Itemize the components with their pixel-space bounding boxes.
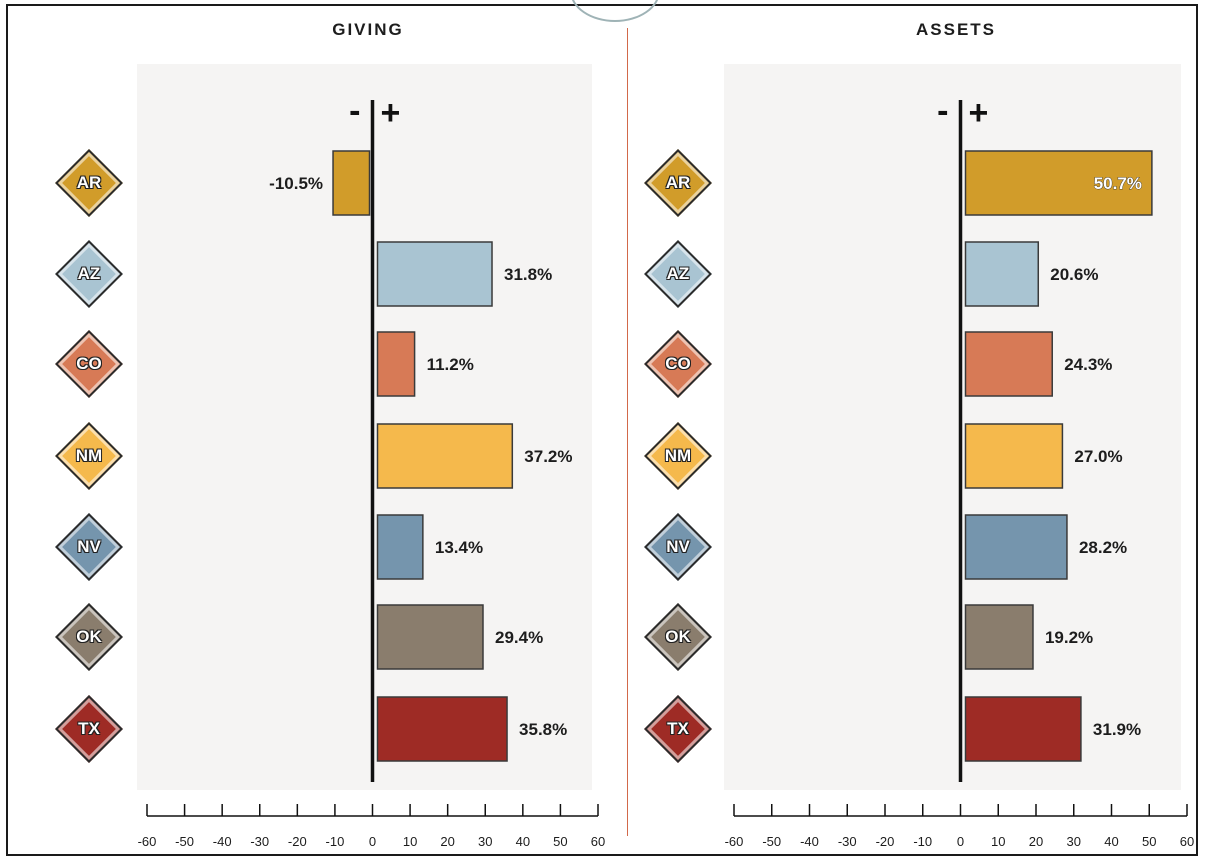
giving-value-label-tx: 35.8% [519,720,567,739]
giving-tick-label--10: -10 [326,834,345,849]
panel-divider [627,28,628,836]
assets-tick-label--40: -40 [800,834,819,849]
assets-badge-label-ok: OK [665,627,691,646]
assets-badge-label-tx: TX [667,719,689,738]
giving-bar-nv [376,514,424,580]
giving-plus-sign: + [381,94,401,132]
assets-plus-sign: + [969,94,989,132]
giving-bar-tx [376,696,508,762]
assets-tick-label--30: -30 [838,834,857,849]
assets-tick-label-10: 10 [991,834,1005,849]
assets-tick-label-0: 0 [957,834,964,849]
assets-value-label-nm: 27.0% [1074,447,1122,466]
assets-tick-label-60: 60 [1180,834,1194,849]
assets-tick-label--10: -10 [913,834,932,849]
assets-badge-label-az: AZ [666,264,690,283]
assets-bar-ar [964,150,1153,216]
giving-value-label-co: 11.2% [427,355,474,374]
assets-tick-label-40: 40 [1104,834,1118,849]
giving-tick-label-20: 20 [440,834,454,849]
giving-tick-label-50: 50 [553,834,567,849]
assets-value-label-co: 24.3% [1064,355,1112,374]
giving-tick-label--50: -50 [175,834,194,849]
giving-bar-ar [332,150,371,216]
giving-tick-label-40: 40 [516,834,530,849]
assets-tick-label-20: 20 [1029,834,1043,849]
assets-badge-label-nv: NV [666,537,690,556]
giving-value-label-ok: 29.4% [495,628,543,647]
assets-bar-nv [964,514,1068,580]
giving-title: GIVING [332,20,404,39]
assets-value-label-ar: 50.7% [1094,174,1142,193]
giving-badge-label-az: AZ [77,264,101,283]
giving-tick-label-30: 30 [478,834,492,849]
assets-title: ASSETS [915,20,997,39]
giving-tick-label-60: 60 [591,834,605,849]
assets-tick-label--20: -20 [876,834,895,849]
giving-value-label-nm: 37.2% [524,447,572,466]
giving-bar-ok [376,604,484,670]
giving-badge-label-ok: OK [76,627,102,646]
giving-minus-sign: - [349,92,360,130]
assets-tick-label--60: -60 [725,834,744,849]
assets-badge-label-co: CO [665,354,691,373]
assets-bar-az [964,241,1040,307]
assets-value-label-az: 20.6% [1050,265,1098,284]
assets-badge-label-nm: NM [664,446,692,465]
giving-badge-label-nm: NM [75,446,103,465]
assets-bar-nm [964,423,1064,489]
assets-bar-tx [964,696,1082,762]
assets-value-label-ok: 19.2% [1045,628,1093,647]
assets-value-label-tx: 31.9% [1093,720,1141,739]
giving-tick-label--40: -40 [213,834,232,849]
giving-badge-label-co: CO [76,354,102,373]
giving-tick-label--30: -30 [250,834,269,849]
giving-tick-label-10: 10 [403,834,417,849]
assets-bar-co [964,331,1053,397]
giving-tick-label-0: 0 [369,834,376,849]
giving-tick-label--60: -60 [138,834,157,849]
assets-tick-label-50: 50 [1142,834,1156,849]
giving-bar-az [376,241,493,307]
giving-value-label-ar: -10.5% [269,174,323,193]
giving-badge-label-tx: TX [78,719,100,738]
giving-bar-nm [376,423,514,489]
giving-tick-label--20: -20 [288,834,307,849]
assets-tick-label-30: 30 [1067,834,1081,849]
assets-value-label-nv: 28.2% [1079,538,1127,557]
giving-value-label-nv: 13.4% [435,538,483,557]
giving-value-label-az: 31.8% [504,265,552,284]
giving-badge-label-nv: NV [77,537,101,556]
giving-bar-co [376,331,416,397]
assets-bar-ok [964,604,1034,670]
assets-minus-sign: - [937,92,948,130]
giving-badge-label-ar: AR [76,173,102,192]
assets-badge-label-ar: AR [665,173,691,192]
assets-tick-label--50: -50 [762,834,781,849]
